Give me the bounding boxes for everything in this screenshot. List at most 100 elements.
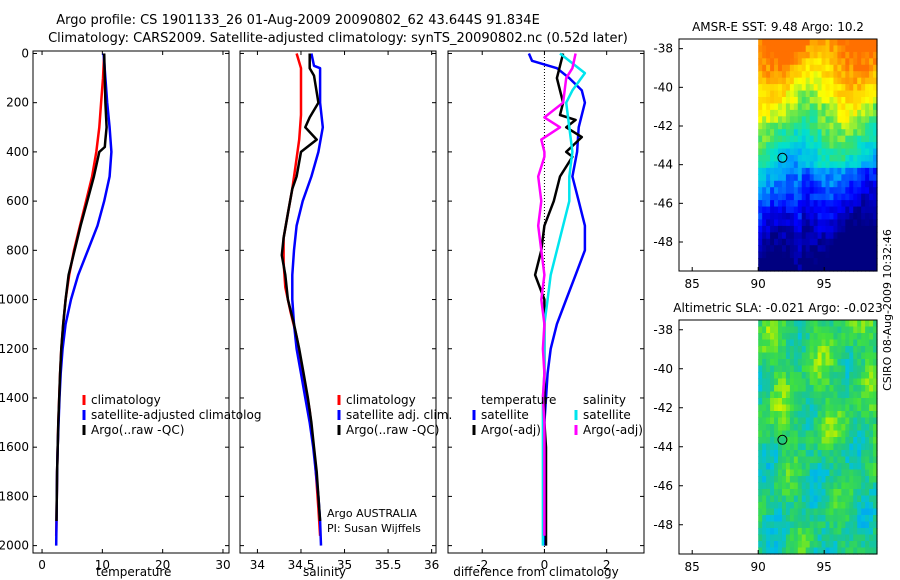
heat-cell — [821, 417, 827, 425]
heat-cell — [829, 424, 835, 432]
heat-cell — [801, 339, 807, 347]
heat-cell — [861, 359, 866, 367]
heat-cell — [797, 411, 803, 419]
heat-cell — [865, 103, 870, 111]
heat-cell — [813, 502, 819, 510]
heat-cell — [849, 148, 854, 156]
heat-cell — [869, 206, 874, 214]
heat-cell — [849, 339, 854, 347]
heat-cell — [813, 352, 819, 360]
heat-cell — [817, 245, 823, 253]
heat-cell — [758, 90, 763, 98]
heat-cell — [766, 122, 771, 130]
x-tick-label: 30 — [215, 558, 230, 572]
heat-cell — [809, 437, 815, 445]
heat-cell — [849, 90, 854, 98]
heat-cell — [770, 333, 775, 341]
heat-cell — [801, 155, 807, 163]
heat-cell — [781, 469, 787, 477]
heat-cell — [785, 51, 791, 59]
heat-cell — [781, 482, 787, 490]
heat-cell — [829, 385, 835, 393]
heat-cell — [825, 51, 831, 59]
heat-cell — [861, 129, 866, 137]
heat-cell — [813, 90, 819, 98]
heat-cell — [837, 97, 842, 105]
heat-cell — [829, 213, 835, 221]
heat-cell — [758, 476, 763, 484]
legend-entry: climatology — [91, 393, 161, 407]
heat-cell — [805, 495, 811, 503]
heat-cell — [789, 417, 795, 425]
legend-entry: Argo(..raw -QC) — [346, 423, 439, 437]
heat-cell — [785, 225, 791, 233]
heat-cell — [805, 489, 811, 497]
heat-cell — [857, 167, 862, 175]
heat-cell — [853, 515, 858, 523]
heat-cell — [770, 97, 775, 105]
heat-cell — [801, 404, 807, 412]
heat-cell — [809, 521, 815, 529]
heat-cell — [762, 71, 767, 79]
heat-cell — [853, 365, 858, 373]
heat-cell — [781, 528, 787, 536]
heat-cell — [789, 430, 795, 438]
heat-cell — [829, 430, 835, 438]
heat-cell — [793, 469, 799, 477]
heat-cell — [857, 58, 862, 66]
heat-cell — [837, 385, 842, 393]
heat-cell — [770, 547, 775, 555]
heat-cell — [865, 378, 870, 386]
heat-cell — [793, 213, 799, 221]
heat-cell — [857, 174, 862, 182]
heat-cell — [801, 391, 807, 399]
heat-cell — [841, 339, 846, 347]
heat-cell — [801, 482, 807, 490]
heat-cell — [845, 528, 850, 536]
heat-cell — [857, 71, 862, 79]
heat-cell — [817, 167, 823, 175]
heat-cell — [829, 443, 835, 451]
heat-cell — [793, 245, 799, 253]
heat-cell — [853, 174, 858, 182]
heat-cell — [778, 258, 783, 266]
heat-cell — [762, 521, 767, 529]
heat-cell — [762, 109, 767, 117]
heat-cell — [845, 502, 850, 510]
heat-cell — [805, 90, 811, 98]
heat-cell — [809, 469, 815, 477]
heat-cell — [857, 528, 862, 536]
heat-cell — [861, 463, 866, 471]
heat-cell — [758, 372, 763, 380]
heat-cell — [766, 541, 771, 549]
heat-cell — [774, 385, 779, 393]
heat-cell — [758, 521, 763, 529]
heat-cell — [873, 385, 878, 393]
heat-cell — [821, 232, 827, 240]
heat-cell — [845, 174, 850, 182]
heat-cell — [861, 333, 866, 341]
heat-cell — [857, 346, 862, 354]
heat-cell — [829, 469, 835, 477]
heat-cell — [869, 180, 874, 188]
heat-cell — [770, 515, 775, 523]
heat-cell — [789, 515, 795, 523]
heat-cell — [789, 148, 795, 156]
heat-cell — [833, 148, 838, 156]
heat-cell — [781, 515, 787, 523]
heat-cell — [801, 534, 807, 542]
heat-cell — [857, 103, 862, 111]
heat-cell — [789, 238, 795, 246]
heat-cell — [821, 39, 827, 47]
heat-cell — [861, 320, 866, 328]
heat-cell — [853, 326, 858, 334]
heat-cell — [758, 97, 763, 105]
heat-cell — [853, 187, 858, 195]
heat-cell — [861, 97, 866, 105]
heat-cell — [789, 109, 795, 117]
heat-cell — [758, 129, 763, 137]
heat-cell — [837, 200, 842, 208]
heat-cell — [837, 122, 842, 130]
heat-cell — [837, 264, 842, 272]
heat-cell — [778, 97, 783, 105]
